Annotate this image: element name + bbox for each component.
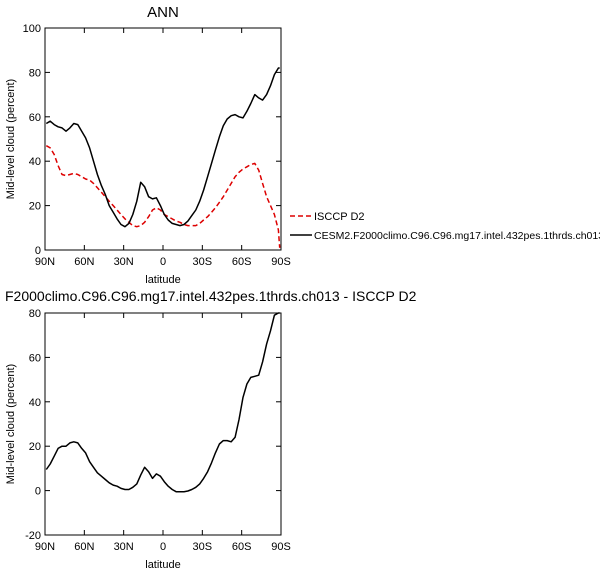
chart-top-xlabel: latitude (145, 274, 180, 286)
chart-top-series-line-0 (45, 145, 281, 248)
chart-top-ytick-label: 100 (23, 23, 41, 35)
chart-top-ticks: 90N 60N 30N 0 30S 60S 90S 0 20 40 60 80 100 (23, 23, 291, 268)
chart-bottom-xtick-label: 60N (74, 541, 94, 553)
chart-top-legend: ISCCP D2 CESM2.F2000climo.C96.C96.mg17.i… (290, 211, 600, 242)
chart-top-xtick-label: 90N (35, 256, 55, 268)
chart-top-ylabel: Mid-level cloud (percent) (5, 79, 17, 199)
chart-top-xtick-label: 30N (114, 256, 134, 268)
legend-label-cesm2: CESM2.F2000climo.C96.C96.mg17.intel.432p… (314, 230, 600, 242)
chart-bottom-xlabel: latitude (145, 559, 180, 571)
chart-bottom-series-line-0 (45, 312, 280, 493)
chart-bottom-xtick-label: 30S (193, 541, 213, 553)
chart-top-xtick-label: 0 (160, 256, 166, 268)
chart-top-ytick-label: 80 (29, 67, 41, 79)
chart-bottom-xtick-label: 90N (35, 541, 55, 553)
chart-bottom-xtick-label: 30N (114, 541, 134, 553)
chart-bottom-plot-area (44, 312, 282, 536)
chart-top: ANN 90N 60N 30N 0 30S 60S 90S 0 20 40 60 80 100 lati… (5, 4, 600, 286)
chart-top-xtick-label: 60N (74, 256, 94, 268)
chart-bottom-ytick-label: 60 (29, 352, 41, 364)
chart-bottom-ytick-label: 20 (29, 441, 41, 453)
chart-top-ytick-label: 20 (29, 201, 41, 213)
legend-label-isccp: ISCCP D2 (314, 211, 365, 223)
chart-top-ytick-label: 40 (29, 156, 41, 168)
chart-bottom-ytick-label: -20 (25, 530, 41, 542)
chart-bottom-title: F2000climo.C96.C96.mg17.intel.432pes.1th… (5, 288, 417, 304)
chart-top-ytick-label: 0 (35, 245, 41, 257)
chart-bottom-ylabel: Mid-level cloud (percent) (5, 364, 17, 484)
chart-bottom-series (45, 312, 280, 493)
chart-bottom-ticks: 90N 60N 30N 0 30S 60S 90S -20 0 20 40 60 80 (25, 308, 291, 553)
chart-top-plot-area (44, 27, 282, 251)
chart-top-series (45, 67, 281, 248)
chart-top-title: ANN (147, 4, 179, 21)
chart-bottom-xtick-label: 60S (232, 541, 252, 553)
chart-top-xtick-label: 30S (193, 256, 213, 268)
chart-bottom-xtick-label: 90S (271, 541, 291, 553)
chart-bottom-ytick-label: 0 (35, 486, 41, 498)
chart-bottom: F2000climo.C96.C96.mg17.intel.432pes.1th… (5, 288, 417, 571)
chart-top-xtick-label: 60S (232, 256, 252, 268)
chart-bottom-xtick-label: 0 (160, 541, 166, 553)
chart-bottom-ytick-label: 40 (29, 397, 41, 409)
chart-top-ytick-label: 60 (29, 112, 41, 124)
chart-top-xtick-label: 90S (271, 256, 291, 268)
chart-bottom-ytick-label: 80 (29, 308, 41, 320)
chart-top-series-line-1 (45, 67, 280, 228)
